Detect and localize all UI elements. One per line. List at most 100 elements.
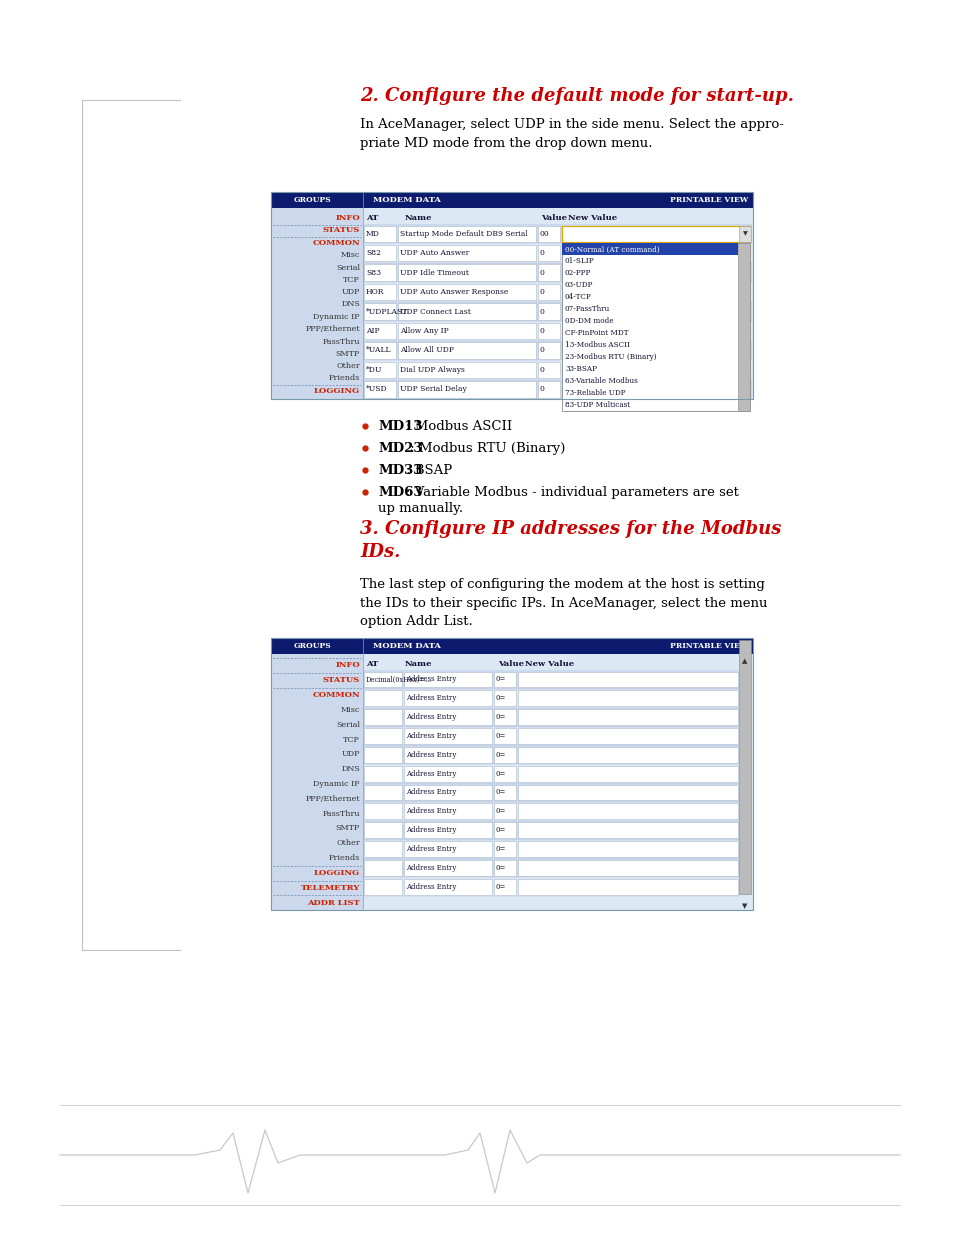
Text: *DU: *DU <box>366 366 382 374</box>
Text: 04-TCP: 04-TCP <box>564 294 591 301</box>
Bar <box>271 191 752 399</box>
Text: AT: AT <box>366 214 377 222</box>
Text: 07-PassThru: 07-PassThru <box>564 305 610 314</box>
Text: SMTP: SMTP <box>335 825 359 832</box>
Bar <box>271 191 752 207</box>
Text: ▼: ▼ <box>741 903 747 909</box>
Text: Address Entry: Address Entry <box>406 808 456 815</box>
Bar <box>517 841 738 857</box>
Bar <box>363 821 739 840</box>
Bar <box>494 803 516 819</box>
Bar <box>363 689 739 708</box>
Bar <box>517 727 738 743</box>
Text: 0=: 0= <box>496 808 506 815</box>
Text: MD23: MD23 <box>377 442 422 454</box>
Text: 01-SLIP: 01-SLIP <box>564 257 594 266</box>
Bar <box>537 322 559 340</box>
Bar <box>364 690 401 706</box>
Text: 0: 0 <box>539 346 544 354</box>
Bar <box>364 245 395 262</box>
Text: Dial UDP Always: Dial UDP Always <box>399 366 464 374</box>
Bar <box>537 226 559 242</box>
Text: ▼: ▼ <box>741 231 746 236</box>
Text: STATUS: STATUS <box>322 677 359 684</box>
Bar <box>364 342 395 358</box>
Text: 0=: 0= <box>496 713 506 721</box>
Bar <box>561 284 749 300</box>
Text: Address Entry: Address Entry <box>406 676 456 683</box>
Text: up manually.: up manually. <box>377 501 462 515</box>
Text: TCP: TCP <box>343 275 359 284</box>
Bar <box>517 672 738 688</box>
Bar <box>271 655 363 910</box>
Text: Name: Name <box>405 659 432 668</box>
Text: S83: S83 <box>366 268 381 277</box>
Text: 0=: 0= <box>496 694 506 703</box>
Bar <box>561 362 749 378</box>
Bar <box>364 727 401 743</box>
Text: : BSAP: : BSAP <box>406 464 452 477</box>
Bar <box>561 264 749 280</box>
Text: Dynamic IP: Dynamic IP <box>314 312 359 321</box>
Bar <box>403 727 492 743</box>
Text: MD63: MD63 <box>377 487 422 499</box>
Bar <box>403 784 492 800</box>
Text: ▲: ▲ <box>741 658 747 664</box>
Text: PassThru: PassThru <box>322 810 359 818</box>
Text: New Value: New Value <box>524 659 574 668</box>
Text: 02-PPP: 02-PPP <box>564 269 591 278</box>
Bar <box>561 382 749 398</box>
Text: Address Entry: Address Entry <box>406 769 456 778</box>
Bar <box>363 671 739 689</box>
Text: Misc: Misc <box>340 706 359 714</box>
Text: ADDR LIST: ADDR LIST <box>307 899 359 906</box>
Bar <box>397 362 536 378</box>
Bar <box>364 784 401 800</box>
Bar <box>403 878 492 894</box>
Bar <box>494 860 516 876</box>
Bar <box>397 382 536 398</box>
Bar <box>561 226 749 242</box>
Text: 0=: 0= <box>496 788 506 797</box>
Bar <box>403 747 492 763</box>
Text: STATUS: STATUS <box>322 226 359 235</box>
Bar <box>537 342 559 358</box>
Bar <box>537 362 559 378</box>
Bar <box>271 638 752 910</box>
Bar <box>364 284 395 300</box>
Text: DNS: DNS <box>341 300 359 309</box>
Text: Value: Value <box>497 659 523 668</box>
Text: HOR: HOR <box>366 288 384 296</box>
Text: LOGGING: LOGGING <box>314 387 359 395</box>
Bar <box>364 264 395 280</box>
Text: 0: 0 <box>539 385 544 393</box>
Text: Address Entry: Address Entry <box>406 845 456 853</box>
Bar <box>561 322 749 340</box>
Text: CF-PinPoint MDT: CF-PinPoint MDT <box>564 330 628 337</box>
Bar <box>494 690 516 706</box>
Text: GROUPS: GROUPS <box>294 196 332 204</box>
Bar <box>363 283 751 301</box>
Text: Address Entry: Address Entry <box>406 826 456 834</box>
Bar <box>561 243 738 256</box>
Text: 0=: 0= <box>496 751 506 758</box>
Text: 0D-DM mode: 0D-DM mode <box>564 317 613 326</box>
Bar <box>363 746 739 764</box>
Text: The last step of configuring the modem at the host is setting
the IDs to their s: The last step of configuring the modem a… <box>359 578 767 629</box>
Bar <box>403 860 492 876</box>
Bar <box>537 382 559 398</box>
Bar <box>517 860 738 876</box>
Text: 0: 0 <box>539 249 544 257</box>
Text: COMMON: COMMON <box>312 692 359 699</box>
Text: UDP: UDP <box>341 751 359 758</box>
Text: INFO: INFO <box>335 214 359 222</box>
Bar <box>363 301 751 321</box>
Text: UDP: UDP <box>341 288 359 296</box>
Text: INFO: INFO <box>335 662 359 669</box>
Text: 03-UDP: 03-UDP <box>564 282 593 289</box>
Bar <box>364 841 401 857</box>
Bar <box>494 766 516 782</box>
Text: Value: Value <box>540 214 566 222</box>
Bar <box>537 245 559 262</box>
Bar <box>517 690 738 706</box>
